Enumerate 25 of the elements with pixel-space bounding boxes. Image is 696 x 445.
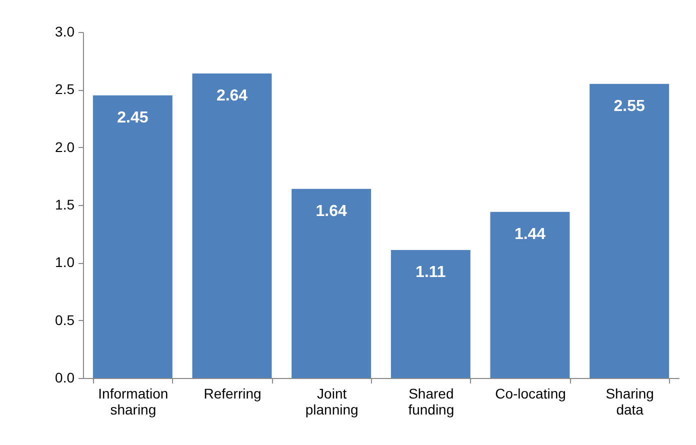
bar <box>490 212 570 378</box>
x-tick-label: Referring <box>204 386 262 402</box>
x-tick-label: Joint planning <box>305 386 358 418</box>
x-tick-label: Sharing data <box>606 386 654 418</box>
y-tick-label: 0.0 <box>55 370 75 386</box>
data-label: 1.44 <box>514 226 546 243</box>
data-label: 2.45 <box>117 109 148 126</box>
bar <box>590 84 670 378</box>
x-tick-label: Co-locating <box>495 386 566 402</box>
x-tick-label: Shared funding <box>408 386 454 418</box>
bar <box>390 250 470 378</box>
data-label: 2.64 <box>216 88 248 105</box>
x-tick-label: Information sharing <box>98 386 168 418</box>
data-label: 1.11 <box>416 264 446 281</box>
y-tick-label: 1.0 <box>55 254 75 270</box>
y-tick-label: 2.5 <box>55 81 75 98</box>
bar <box>192 74 272 378</box>
y-tick-label: 2.0 <box>55 138 75 155</box>
y-tick-label: 1.5 <box>55 196 75 212</box>
y-tick-label: 3.0 <box>55 24 75 40</box>
y-tick-label: 0.5 <box>55 312 75 328</box>
bar <box>292 188 372 378</box>
data-label: 1.64 <box>316 202 348 220</box>
bar <box>92 95 172 378</box>
data-label: 2.55 <box>614 98 646 115</box>
